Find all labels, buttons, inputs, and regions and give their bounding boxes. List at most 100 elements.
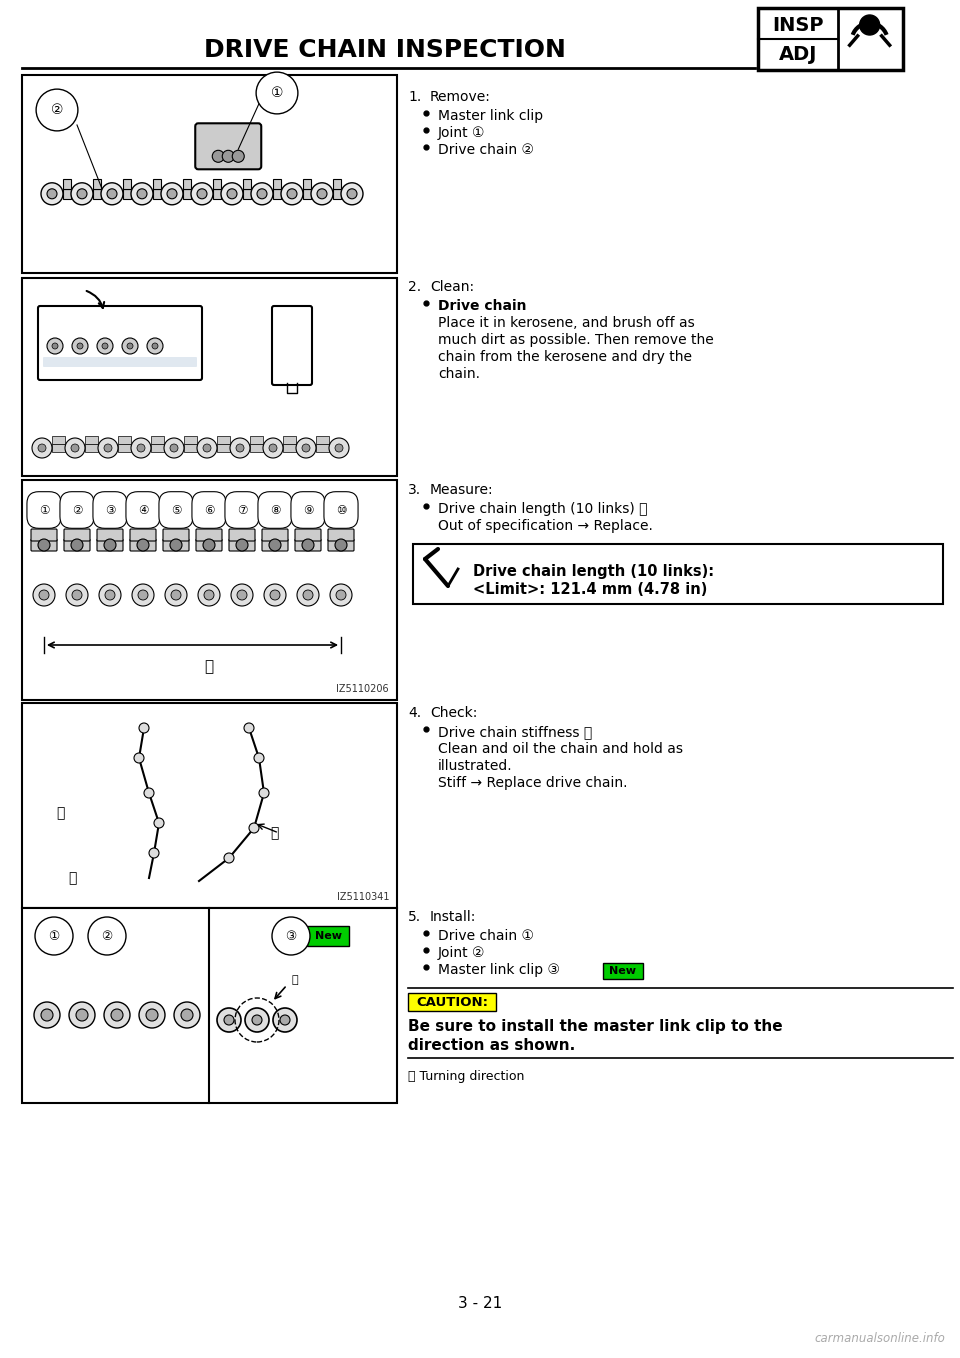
Text: Drive chain ①: Drive chain ① [438, 929, 534, 942]
Bar [413, 545, 943, 604]
Bar [85, 444, 98, 452]
FancyBboxPatch shape [262, 539, 288, 551]
Circle shape [296, 439, 316, 458]
Circle shape [302, 539, 314, 551]
Circle shape [132, 584, 154, 606]
Bar [63, 179, 71, 189]
Bar [273, 179, 281, 189]
Circle shape [32, 439, 52, 458]
Circle shape [167, 189, 177, 198]
Circle shape [269, 444, 277, 452]
Bar [123, 189, 131, 198]
Circle shape [47, 189, 57, 198]
FancyBboxPatch shape [262, 530, 288, 540]
Circle shape [236, 539, 248, 551]
Circle shape [259, 788, 269, 799]
Circle shape [131, 439, 151, 458]
Bar [316, 436, 329, 444]
Bar [22, 75, 397, 273]
Text: ADJ: ADJ [779, 45, 817, 64]
Circle shape [197, 189, 207, 198]
Circle shape [252, 1014, 262, 1025]
FancyBboxPatch shape [64, 539, 90, 551]
Bar [408, 993, 496, 1010]
Circle shape [38, 539, 50, 551]
Text: Master link clip ③: Master link clip ③ [438, 963, 568, 976]
Bar [151, 444, 164, 452]
Text: Check:: Check: [430, 706, 477, 720]
Text: IZ5110341: IZ5110341 [337, 892, 389, 902]
Text: ③: ③ [105, 504, 115, 516]
Bar [63, 189, 71, 198]
Bar [273, 189, 281, 198]
Bar [183, 189, 191, 198]
Circle shape [347, 189, 357, 198]
Circle shape [171, 589, 181, 600]
Circle shape [138, 589, 148, 600]
Bar [22, 909, 397, 1103]
Text: ⓐ Turning direction: ⓐ Turning direction [408, 1070, 524, 1082]
Bar [303, 179, 311, 189]
Bar [183, 179, 191, 189]
Circle shape [212, 151, 225, 163]
Circle shape [170, 539, 182, 551]
Bar [758, 8, 903, 71]
Bar [93, 189, 101, 198]
Text: ⑩: ⑩ [336, 504, 347, 516]
Text: ②: ② [102, 929, 112, 942]
Circle shape [273, 1008, 297, 1032]
Text: ⓐ: ⓐ [204, 660, 213, 675]
FancyBboxPatch shape [31, 539, 57, 551]
Text: DRIVE CHAIN INSPECTION: DRIVE CHAIN INSPECTION [204, 38, 566, 62]
Bar [22, 703, 397, 909]
FancyBboxPatch shape [229, 530, 255, 540]
Text: ⓐ: ⓐ [270, 826, 278, 841]
Circle shape [97, 338, 113, 354]
Bar [22, 479, 397, 699]
FancyBboxPatch shape [229, 539, 255, 551]
Circle shape [254, 752, 264, 763]
Circle shape [72, 338, 88, 354]
Text: IZ5110206: IZ5110206 [336, 684, 389, 694]
FancyBboxPatch shape [295, 530, 321, 540]
Circle shape [134, 752, 144, 763]
Circle shape [269, 539, 281, 551]
Bar [213, 179, 221, 189]
Text: ⑨: ⑨ [302, 504, 313, 516]
Circle shape [137, 189, 147, 198]
Circle shape [335, 539, 347, 551]
Text: <Limit>: 121.4 mm (4.78 in): <Limit>: 121.4 mm (4.78 in) [473, 583, 708, 598]
Circle shape [859, 15, 879, 35]
Bar [85, 436, 98, 444]
Circle shape [111, 1009, 123, 1021]
Circle shape [224, 1014, 234, 1025]
Bar [118, 444, 131, 452]
Text: direction as shown.: direction as shown. [408, 1038, 575, 1052]
Text: ②: ② [72, 504, 83, 516]
Circle shape [104, 444, 112, 452]
Text: Place it in kerosene, and brush off as: Place it in kerosene, and brush off as [438, 316, 695, 330]
Bar [153, 179, 161, 189]
Text: ①: ① [48, 929, 60, 942]
Text: chain.: chain. [438, 367, 480, 382]
Circle shape [77, 189, 87, 198]
Text: Drive chain: Drive chain [438, 299, 526, 312]
Text: ⑦: ⑦ [237, 504, 248, 516]
Text: New: New [610, 966, 636, 976]
Text: ⓐ: ⓐ [292, 975, 299, 985]
Text: much dirt as possible. Then remove the: much dirt as possible. Then remove the [438, 333, 713, 348]
Bar [316, 444, 329, 452]
Circle shape [236, 444, 244, 452]
FancyBboxPatch shape [295, 539, 321, 551]
Text: INSP: INSP [772, 16, 824, 35]
Circle shape [52, 344, 58, 349]
Circle shape [249, 823, 259, 832]
Circle shape [104, 1002, 130, 1028]
Bar [184, 444, 197, 452]
Text: Measure:: Measure: [430, 483, 493, 497]
Circle shape [336, 589, 346, 600]
Circle shape [181, 1009, 193, 1021]
Circle shape [161, 183, 183, 205]
FancyBboxPatch shape [163, 530, 189, 540]
Text: Master link clip: Master link clip [438, 109, 543, 124]
